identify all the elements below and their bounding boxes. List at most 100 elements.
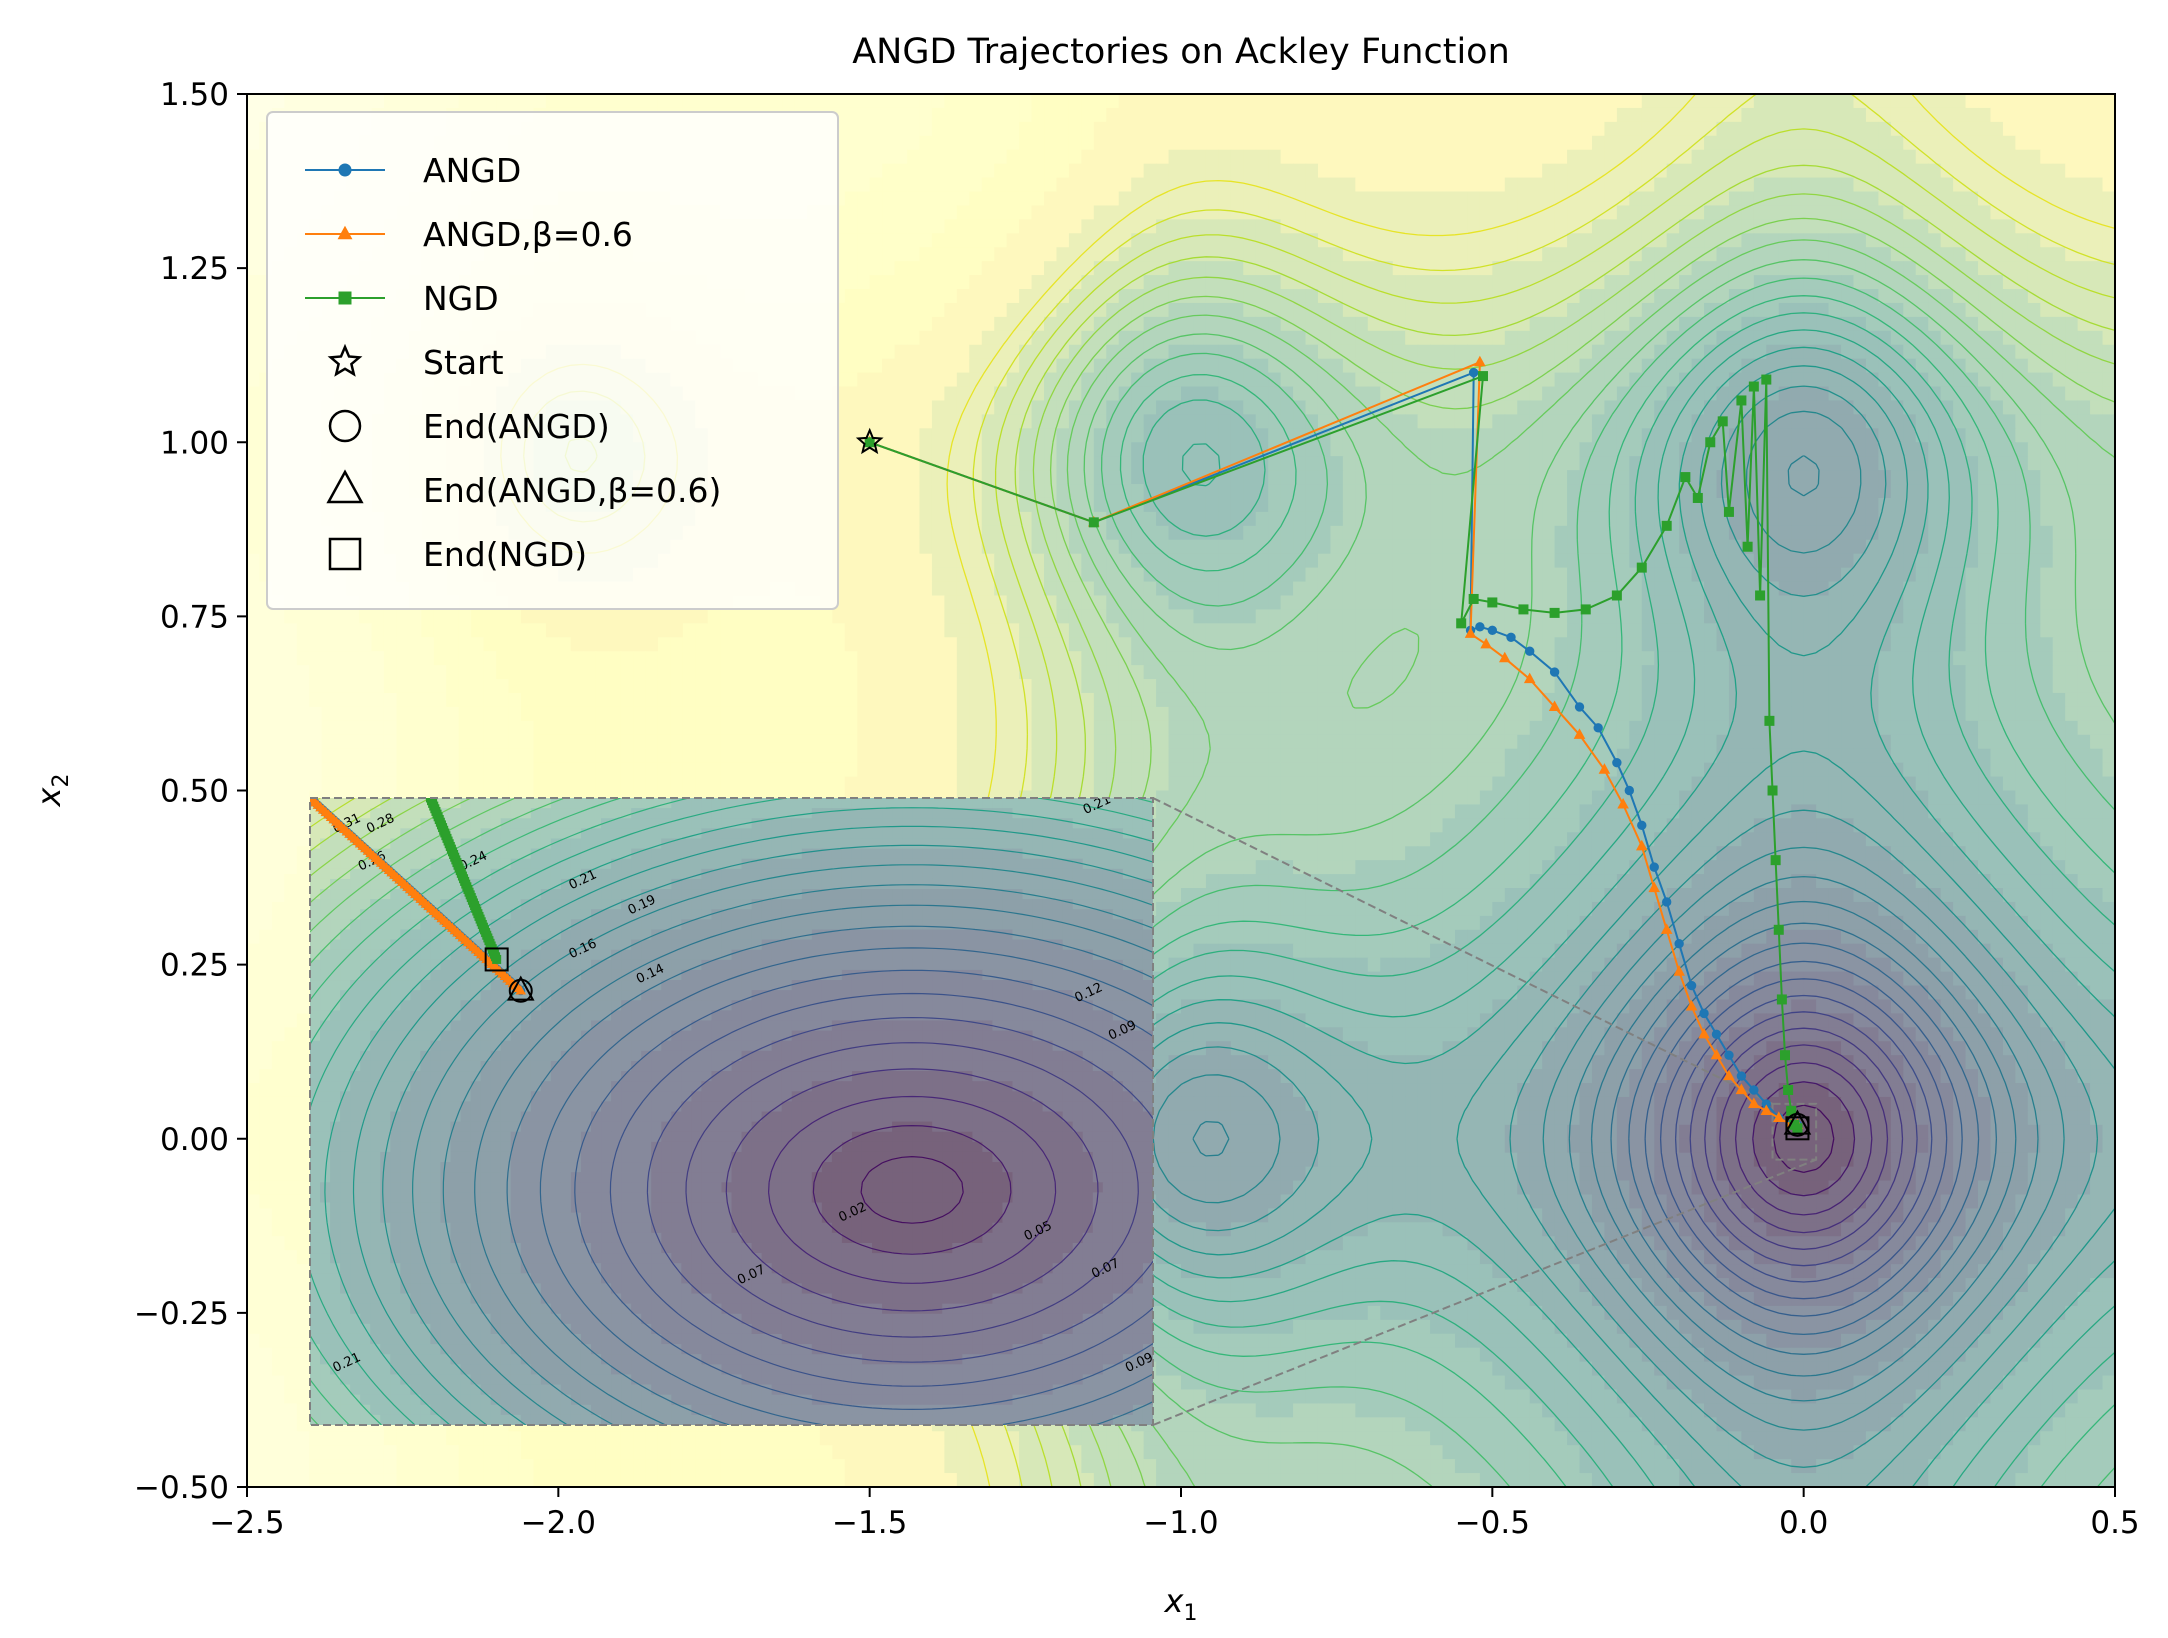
contour-cell [894, 191, 908, 207]
contour-cell [1554, 414, 1568, 429]
contour-cell [2102, 497, 2115, 513]
contour-cell [1691, 400, 1705, 415]
contour-cell [1641, 135, 1655, 151]
contour-cell [857, 539, 871, 555]
contour-cell [1691, 163, 1705, 179]
contour-cell [882, 219, 896, 234]
contour-cell [1193, 316, 1207, 332]
contour-cell [1255, 302, 1269, 318]
contour-cell [1990, 247, 2004, 262]
contour-cell [1380, 205, 1394, 220]
contour-cell [2090, 400, 2104, 415]
contour-cell [1342, 94, 1356, 109]
contour-cell [1940, 191, 1954, 207]
contour-cell [1554, 372, 1568, 388]
contour-cell [1454, 330, 1469, 346]
contour-cell [1019, 456, 1033, 471]
contour-cell [1467, 205, 1481, 220]
contour-cell [1454, 233, 1469, 248]
contour-cell [1205, 219, 1219, 234]
contour-cell [1019, 344, 1033, 360]
contour-cell [1616, 121, 1630, 137]
contour-cell [1691, 428, 1705, 443]
contour-cell [1716, 135, 1730, 151]
contour-cell [1940, 316, 1954, 332]
contour-cell [1654, 219, 1668, 234]
contour-cell [1106, 484, 1120, 499]
contour-cell [1940, 219, 1954, 234]
contour-cell [1629, 358, 1643, 374]
contour-cell [844, 539, 858, 555]
contour-cell [1504, 414, 1518, 429]
contour-cell [1255, 289, 1269, 304]
contour-cell [1828, 107, 1842, 123]
contour-cell [1367, 191, 1381, 207]
contour-cell [919, 107, 933, 123]
contour-cell [1118, 400, 1132, 415]
contour-cell [1492, 233, 1506, 248]
contour-cell [2077, 163, 2091, 179]
contour-cell [1367, 344, 1381, 360]
contour-cell [1965, 525, 1979, 541]
contour-cell [1181, 344, 1195, 360]
contour-cell [1006, 261, 1020, 276]
contour-cell [2052, 344, 2066, 360]
contour-cell [1380, 470, 1394, 485]
contour-cell [757, 94, 771, 109]
contour-cell [1803, 525, 1817, 541]
contour-cell [2040, 275, 2054, 290]
contour-cell [1093, 470, 1107, 485]
contour-cell [1940, 344, 1954, 360]
contour-cell [1990, 470, 2004, 485]
contour-cell [2090, 302, 2104, 318]
contour-cell [1293, 316, 1307, 332]
contour-cell [1205, 428, 1219, 443]
contour-cell [844, 497, 858, 513]
contour-cell [1442, 247, 1456, 262]
contour-cell [1417, 261, 1431, 276]
contour-cell [1205, 177, 1219, 193]
contour-cell [1317, 107, 1332, 123]
contour-cell [1044, 247, 1058, 262]
contour-cell [1704, 205, 1718, 220]
contour-cell [1529, 358, 1543, 374]
contour-cell [1168, 400, 1182, 415]
contour-cell [1654, 261, 1668, 276]
contour-cell [1131, 456, 1145, 471]
contour-cell [1355, 344, 1369, 360]
contour-cell [1567, 275, 1581, 290]
contour-cell [1342, 316, 1356, 332]
contour-cell [1641, 456, 1655, 471]
contour-cell [1106, 344, 1120, 360]
contour-cell [1542, 94, 1556, 109]
contour-cell [931, 289, 945, 304]
contour-cell [1504, 163, 1518, 179]
contour-cell [2102, 233, 2115, 248]
contour-cell [981, 275, 995, 290]
contour-cell [247, 121, 261, 137]
contour-cell [2102, 177, 2115, 193]
contour-cell [2090, 275, 2104, 290]
contour-cell [1978, 539, 1992, 555]
contour-cell [1567, 135, 1581, 151]
contour-cell [1230, 302, 1244, 318]
contour-cell [1454, 539, 1469, 555]
contour-cell [1716, 177, 1730, 193]
contour-cell [1305, 205, 1319, 220]
contour-cell [1828, 484, 1842, 499]
contour-cell [1691, 121, 1705, 137]
contour-cell [1542, 121, 1556, 137]
contour-cell [1529, 302, 1543, 318]
contour-cell [1330, 289, 1344, 304]
contour-cell [1492, 247, 1506, 262]
contour-cell [2027, 149, 2041, 165]
contour-cell [1666, 149, 1680, 165]
contour-cell [247, 94, 261, 109]
contour-cell [1131, 316, 1145, 332]
contour-cell [1604, 149, 1618, 165]
contour-cell [1417, 302, 1431, 318]
contour-cell [956, 372, 970, 388]
contour-cell [1654, 386, 1668, 402]
contour-cell [1529, 386, 1543, 402]
contour-cell [1168, 442, 1182, 457]
